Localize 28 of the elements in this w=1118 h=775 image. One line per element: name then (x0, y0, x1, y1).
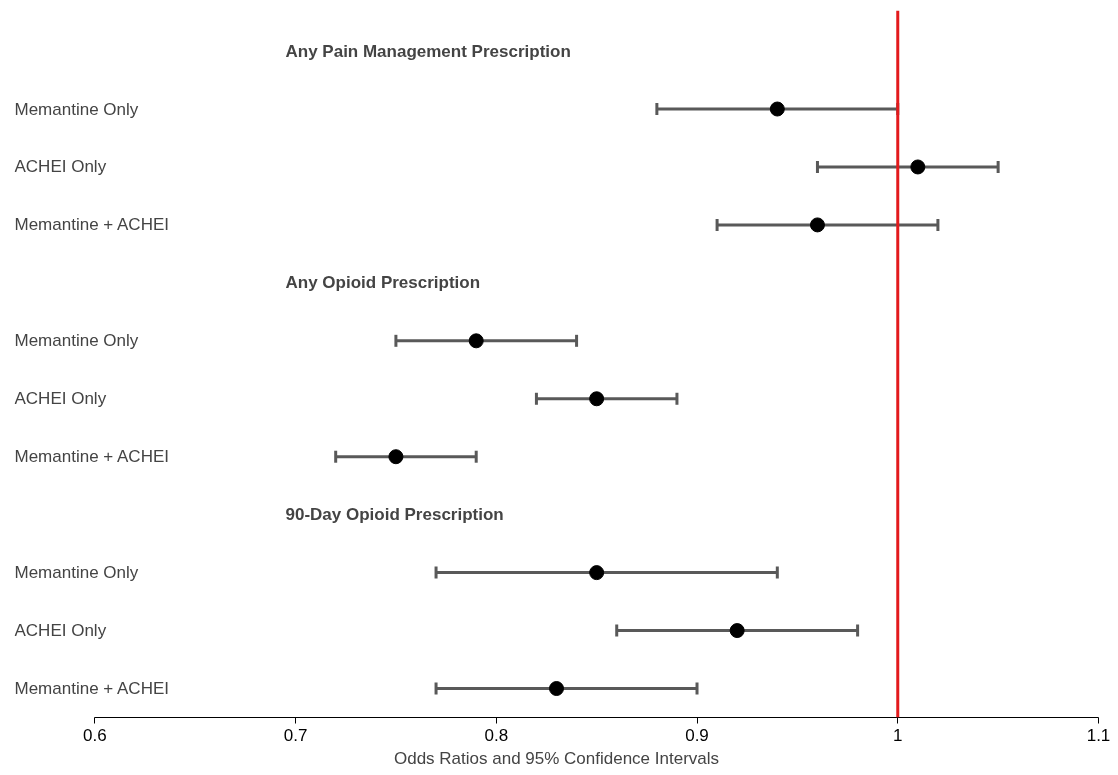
point (809, 217, 825, 233)
y-tick-label: Memantine + ACHEI (14, 679, 169, 699)
y-tick-label: Memantine Only (14, 331, 139, 351)
point (589, 565, 605, 581)
y-tick-label: Memantine + ACHEI (14, 215, 169, 235)
y-tick-label: Memantine Only (14, 99, 139, 119)
point (910, 159, 926, 175)
y-tick-label: Memantine Only (14, 563, 139, 583)
x-tick-label: 1 (893, 725, 903, 745)
x-axis-title: Odds Ratios and 95% Confidence Intervals (393, 748, 720, 768)
point (769, 101, 785, 117)
x-tick-label: 0.8 (484, 725, 509, 745)
y-tick-label: ACHEI Only (14, 621, 107, 641)
y-tick-label: Memantine + ACHEI (14, 447, 169, 467)
x-tick-label: 0.7 (283, 725, 308, 745)
annotation: 90-Day Opioid Prescription (285, 505, 504, 525)
point (589, 391, 605, 407)
point (729, 623, 745, 639)
annotation: Any Pain Management Prescription (285, 41, 571, 61)
point (549, 681, 564, 697)
x-tick-label: 0.9 (685, 725, 709, 745)
point (468, 333, 484, 349)
x-tick-label: 0.6 (82, 725, 107, 745)
y-tick-label: ACHEI Only (14, 157, 107, 177)
point (388, 449, 404, 465)
x-tick-label: 1.1 (1086, 725, 1111, 745)
y-tick-label: ACHEI Only (14, 389, 107, 409)
annotation: Any Opioid Prescription (285, 273, 481, 293)
